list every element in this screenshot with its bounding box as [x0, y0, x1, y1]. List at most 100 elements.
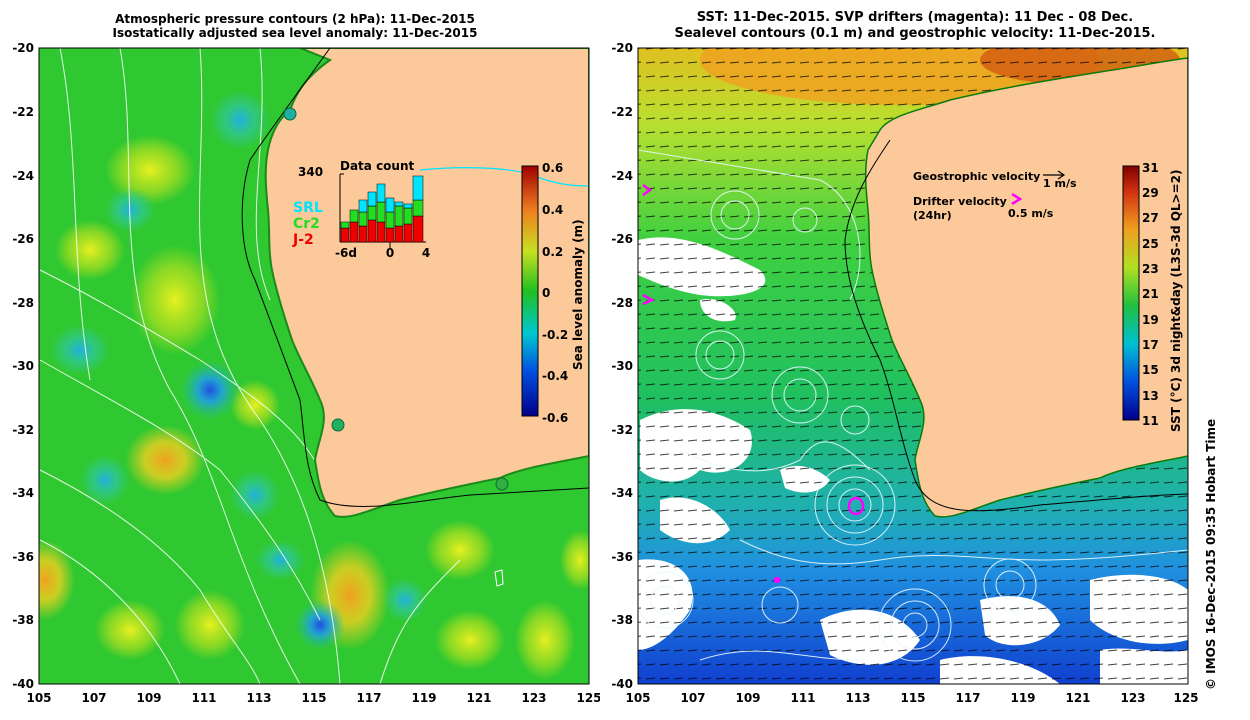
svg-text:0.6: 0.6	[542, 161, 563, 175]
svg-text:105: 105	[26, 691, 51, 705]
svg-text:-32: -32	[12, 423, 34, 437]
geostrophic-legend-value: 1 m/s	[1043, 177, 1077, 190]
svg-text:-34: -34	[611, 486, 633, 500]
svg-text:-26: -26	[12, 232, 34, 246]
svg-text:-6d: -6d	[335, 246, 357, 260]
svg-text:123: 123	[1120, 691, 1145, 705]
inset-bar	[349, 209, 359, 223]
svg-text:-40: -40	[12, 677, 34, 691]
svg-text:-36: -36	[611, 550, 633, 564]
inset-bar	[376, 221, 386, 243]
inset-bar	[403, 223, 413, 243]
svg-text:-32: -32	[611, 423, 633, 437]
svg-text:109: 109	[735, 691, 760, 705]
right-title-line2: Sealevel contours (0.1 m) and geostrophi…	[674, 26, 1156, 41]
svg-text:117: 117	[955, 691, 980, 705]
sea-level-anomaly-map: -20 -22 -24 -26 -28 -30 -32 -34 -36 -38 …	[12, 41, 600, 705]
svg-text:31: 31	[1142, 161, 1159, 175]
inset-bar	[394, 225, 404, 243]
right-lat-axis: -20 -22 -24 -26 -28 -30 -32 -34 -36 -38 …	[611, 41, 633, 691]
svg-text:27: 27	[1142, 211, 1159, 225]
svg-text:13: 13	[1142, 389, 1159, 403]
inset-bar	[367, 219, 377, 243]
sst-colorbar-label: SST (°C) 3d night&day (L3S-3d QL>=2)	[1169, 170, 1183, 433]
svg-text:19: 19	[1142, 313, 1159, 327]
svg-text:119: 119	[411, 691, 436, 705]
inset-bar	[358, 211, 368, 227]
svg-text:125: 125	[576, 691, 600, 705]
inset-bar	[376, 183, 386, 203]
legend-cr2: Cr2	[293, 216, 320, 232]
svg-text:-0.6: -0.6	[542, 411, 568, 425]
svg-text:121: 121	[466, 691, 491, 705]
svg-text:0.4: 0.4	[542, 203, 563, 217]
left-map-title: Atmospheric pressure contours (2 hPa): 1…	[95, 12, 495, 40]
svg-text:111: 111	[790, 691, 815, 705]
svg-text:0: 0	[542, 286, 550, 300]
svg-text:-30: -30	[12, 359, 34, 373]
inset-bar	[358, 199, 368, 213]
svg-text:0: 0	[386, 246, 394, 260]
svg-text:-38: -38	[611, 613, 633, 627]
svg-text:-0.4: -0.4	[542, 369, 568, 383]
legend-srl: SRL	[293, 200, 323, 216]
map-frame	[38, 47, 590, 685]
right-map-title: SST: 11-Dec-2015. SVP drifters (magenta)…	[640, 10, 1190, 42]
svg-text:105: 105	[625, 691, 650, 705]
right-lon-axis: 105 107 109 111 113 115 117 119 121 123 …	[625, 691, 1198, 705]
svg-text:113: 113	[246, 691, 271, 705]
svg-text:-40: -40	[611, 677, 633, 691]
tide-gauge-marker	[495, 477, 509, 491]
svg-text:-38: -38	[12, 613, 34, 627]
svg-text:23: 23	[1142, 262, 1159, 276]
inset-bars	[340, 175, 424, 243]
svg-text:109: 109	[136, 691, 161, 705]
data-count-inset: Data count 340	[292, 159, 430, 260]
left-title-line2: Isostatically adjusted sea level anomaly…	[112, 26, 478, 40]
shelf-contour	[844, 139, 1188, 512]
inset-bar	[412, 215, 424, 243]
left-lon-axis: 105 107 109 111 113 115 117 119 121 123 …	[26, 691, 600, 705]
sst-map: -20 -22 -24 -26 -28 -30 -32 -34 -36 -38 …	[611, 41, 1198, 705]
sealevel-contours	[638, 149, 1188, 662]
svg-text:107: 107	[680, 691, 705, 705]
svg-text:115: 115	[900, 691, 925, 705]
tide-gauge-marker	[283, 107, 297, 121]
inset-bar	[403, 207, 413, 225]
inset-bar	[340, 221, 350, 229]
svg-text:121: 121	[1065, 691, 1090, 705]
svp-drifter-tracks	[642, 183, 865, 584]
inset-bar	[340, 227, 350, 243]
sla-colorbar: 0.6 0.4 0.2 0 -0.2 -0.4 -0.6 Sea level a…	[521, 161, 585, 425]
geostrophic-arrow-icon	[1043, 170, 1066, 180]
inset-title: Data count	[340, 159, 415, 173]
drifter-arrow-icon	[1011, 192, 1023, 206]
sla-colorbar-label: Sea level anomaly (m)	[571, 219, 585, 370]
svg-text:-22: -22	[12, 105, 34, 119]
svg-text:-26: -26	[611, 232, 633, 246]
svg-text:111: 111	[191, 691, 216, 705]
inset-bar	[412, 199, 424, 217]
australia-landmass	[264, 48, 589, 518]
inset-bar	[367, 191, 377, 207]
svg-text:-20: -20	[12, 41, 34, 55]
svg-text:-30: -30	[611, 359, 633, 373]
svg-text:113: 113	[845, 691, 870, 705]
svg-text:119: 119	[1010, 691, 1035, 705]
inset-max-label: 340	[298, 165, 323, 179]
right-title-line1: SST: 11-Dec-2015. SVP drifters (magenta)…	[696, 10, 1134, 25]
tide-gauge-marker	[331, 418, 345, 432]
inset-bar	[358, 225, 368, 243]
svg-text:-24: -24	[12, 169, 34, 183]
svg-text:-22: -22	[611, 105, 633, 119]
svg-text:-20: -20	[611, 41, 633, 55]
svg-text:25: 25	[1142, 237, 1159, 251]
svg-text:125: 125	[1173, 691, 1198, 705]
drifter-legend-label: Drifter velocity	[913, 195, 1007, 208]
australia-landmass	[864, 57, 1188, 518]
svg-text:115: 115	[301, 691, 326, 705]
svg-text:-28: -28	[12, 296, 34, 310]
svg-text:0.2: 0.2	[542, 245, 563, 259]
inset-bar	[412, 175, 424, 201]
inset-bar	[385, 227, 395, 243]
